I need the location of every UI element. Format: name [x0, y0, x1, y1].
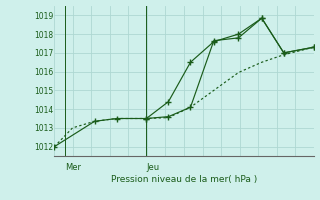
Text: Jeu: Jeu [147, 163, 160, 172]
Text: Mer: Mer [65, 163, 81, 172]
X-axis label: Pression niveau de la mer( hPa ): Pression niveau de la mer( hPa ) [111, 175, 257, 184]
